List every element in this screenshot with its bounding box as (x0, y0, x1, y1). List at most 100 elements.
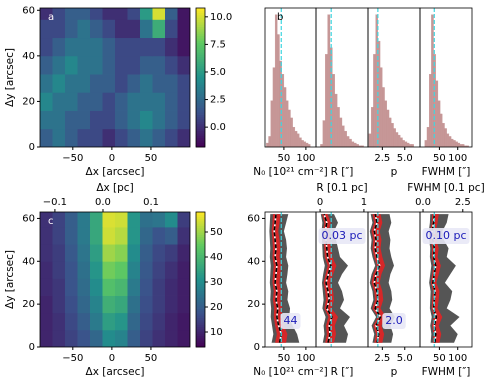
annotation: 0.10 pc (425, 229, 466, 242)
hist-bar (301, 140, 304, 147)
hist-bar (397, 134, 401, 147)
heat-cell (152, 312, 166, 331)
colorbar-step (196, 68, 205, 71)
plot-area (424, 8, 469, 147)
axes-frame (419, 211, 473, 348)
x-axis-title: p (391, 366, 398, 378)
heat-cell (65, 278, 78, 296)
heat-cell (102, 55, 116, 75)
colorbar-tick-label: 20 (210, 302, 223, 313)
colorbar-tick-label: 0.0 (210, 122, 226, 133)
heat-cell (152, 74, 166, 93)
colorbar-frame (195, 7, 206, 148)
colorbar-step (196, 130, 205, 134)
heat-cell (77, 212, 91, 228)
heat-cell (127, 295, 141, 314)
hist-bar (437, 100, 441, 147)
heat-cell (177, 8, 190, 20)
colorbar-step (196, 47, 205, 51)
colorbar-step (196, 257, 205, 260)
hist-bar (448, 136, 452, 147)
heat-cell (115, 8, 128, 20)
hist-bar (400, 137, 403, 147)
heat-cell (102, 227, 116, 245)
heat-cell (77, 55, 91, 75)
colorbar-step (196, 284, 205, 287)
hist-bar (444, 128, 447, 147)
colorbar-step (196, 72, 205, 76)
colorbar-step (196, 290, 205, 294)
x-tick-label: 50 (278, 153, 291, 164)
colorbar-step (196, 65, 205, 69)
heat-cell (177, 92, 190, 111)
heat-cell (115, 312, 128, 331)
hist-bar (281, 74, 285, 147)
hist-bar (341, 125, 345, 147)
heat-cell (140, 244, 153, 262)
heat-cell (140, 312, 153, 331)
heat-cell (140, 261, 153, 279)
heat-cell (127, 110, 141, 130)
heat-cell (115, 92, 128, 111)
x2-tick-label: 0.0 (415, 197, 431, 208)
heat-cell (140, 74, 153, 93)
colorbar-step (196, 225, 205, 229)
heat-cell (52, 8, 66, 20)
heat-cell (102, 261, 116, 279)
heat-cell (52, 212, 66, 228)
heat-cell (165, 329, 178, 347)
heat-cell (177, 212, 190, 228)
heat-cell (77, 261, 91, 279)
heat-cell (165, 55, 178, 75)
colorbar-step (196, 28, 205, 32)
heat-cell (115, 55, 128, 75)
colorbar-step (196, 241, 205, 244)
hist-bar (285, 100, 289, 147)
panel-label: c (48, 216, 54, 227)
colorbar-step (196, 218, 205, 222)
heat-cell (177, 312, 190, 331)
heat-cell (140, 55, 153, 75)
heat-cell (102, 74, 116, 93)
heat-cell (40, 227, 53, 245)
hist-bar (457, 142, 461, 147)
x-axis-title: FWHM [″] (422, 366, 471, 378)
heat-cell (177, 295, 190, 314)
heat-cell (52, 92, 66, 111)
hist-bar (353, 142, 357, 147)
heat-cell (65, 55, 78, 75)
colorbar-tick-label: 2.5 (210, 95, 226, 106)
heat-cell (165, 312, 178, 331)
x-tick-label: −50 (62, 353, 83, 364)
colorbar-step (196, 126, 205, 129)
heat-cell (90, 278, 103, 296)
colorbar-step (196, 82, 205, 85)
heat-cell (52, 19, 66, 39)
heat-cell (52, 37, 66, 57)
heat-cell (65, 329, 78, 347)
colorbar-step (196, 121, 205, 125)
x-axis-title: R [″] (331, 366, 354, 378)
hist-bar (292, 126, 296, 147)
heat-cell (165, 74, 178, 93)
hist-bar (337, 107, 340, 147)
heat-cell (52, 74, 66, 93)
heat-cell (127, 92, 141, 111)
colorbar-step (196, 93, 205, 97)
heat-cell (165, 227, 178, 245)
colorbar-step (196, 299, 205, 303)
hist-bar (370, 107, 374, 147)
colorbar-step (196, 112, 205, 115)
heat-cell (127, 244, 141, 262)
heat-cell (177, 128, 190, 147)
colorbar-step (196, 250, 205, 253)
heat-cell (52, 261, 66, 279)
heat-cell (127, 55, 141, 75)
heat-cell (90, 261, 103, 279)
median-profile (373, 213, 382, 343)
x2-axis-title: FWHM [0.1 pc] (407, 182, 484, 194)
y-tick-label: 20 (22, 299, 35, 310)
colorbar-step (196, 19, 205, 23)
heat-cell (165, 110, 178, 130)
y-tick-label: 20 (22, 96, 35, 107)
